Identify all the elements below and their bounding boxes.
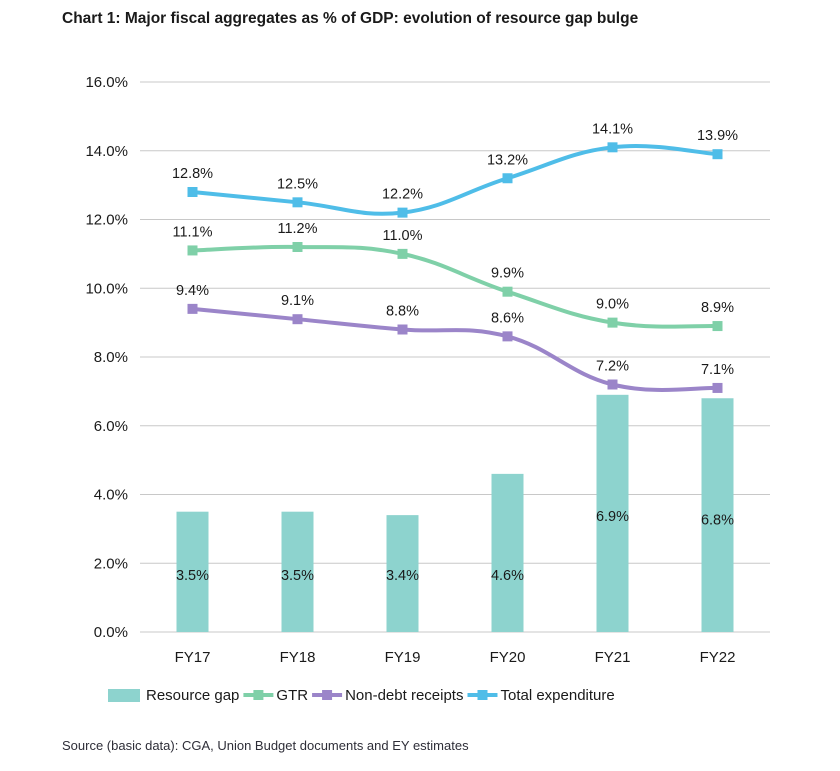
y-tick-label: 8.0% — [94, 349, 128, 366]
y-tick-label: 12.0% — [85, 212, 128, 229]
non-debt-receipts-marker — [712, 382, 723, 393]
legend-label-non-debt-receipts: Non-debt receipts — [345, 687, 463, 704]
gtr-data-label: 11.0% — [382, 228, 422, 244]
gtr-marker — [502, 286, 513, 297]
resource-gap-data-label: 3.5% — [281, 568, 314, 584]
legend-label-gtr: GTR — [276, 687, 308, 704]
gtr-marker — [607, 317, 618, 328]
non-debt-receipts-data-label: 7.2% — [596, 359, 629, 375]
non-debt-receipts-marker — [187, 303, 198, 314]
x-tick-label: FY19 — [385, 649, 421, 666]
chart-source-note: Source (basic data): CGA, Union Budget d… — [62, 738, 469, 753]
y-tick-label: 14.0% — [85, 143, 128, 160]
total-expenditure-marker — [187, 187, 198, 197]
total-expenditure-data-label: 14.1% — [592, 121, 633, 137]
total-expenditure-marker — [712, 149, 723, 160]
gtr-data-label: 11.2% — [277, 221, 317, 237]
total-expenditure-data-label: 13.2% — [487, 152, 528, 168]
legend-label-resource-gap: Resource gap — [146, 687, 239, 704]
x-axis-ticks: FY17 FY18 FY19 FY20 FY21 FY22 — [175, 649, 736, 666]
gtr-marker — [397, 248, 408, 259]
legend-marker-gtr — [253, 690, 264, 700]
legend: Resource gap GTR Non-debt receipts Total ex… — [108, 687, 615, 704]
total-expenditure-data-label: 13.9% — [697, 128, 738, 144]
resource-gap-data-label: 3.4% — [386, 568, 419, 584]
resource-gap-bars — [176, 394, 734, 632]
non-debt-receipts-data-label: 7.1% — [701, 362, 734, 378]
non-debt-receipts-line — [190, 306, 720, 392]
total-expenditure-data-label: 12.2% — [382, 187, 423, 203]
total-expenditure-marker — [397, 207, 408, 218]
legend-marker-total-expenditure — [477, 690, 488, 700]
non-debt-receipts-marker — [607, 379, 618, 390]
data-labels: 3.5% 3.5% 3.4% 4.6% 6.9% 6.8% 11.1% 11.2% 11.0% 9… — [172, 121, 738, 584]
resource-gap-bar — [386, 515, 419, 632]
chart-title: Chart 1: Major fiscal aggregates as % of… — [62, 10, 639, 27]
total-expenditure-marker — [292, 197, 303, 208]
resource-gap-bar — [176, 511, 209, 632]
gtr-marker — [187, 245, 198, 256]
x-tick-label: FY21 — [595, 649, 631, 666]
y-tick-label: 4.0% — [94, 487, 128, 504]
y-tick-label: 16.0% — [85, 74, 128, 91]
non-debt-receipts-data-label: 8.8% — [386, 304, 419, 320]
resource-gap-data-label: 4.6% — [491, 568, 524, 584]
gtr-data-label: 9.0% — [596, 297, 629, 313]
resource-gap-bar — [701, 398, 734, 632]
legend-marker-non-debt-receipts — [322, 690, 333, 700]
series-lines — [187, 142, 723, 393]
non-debt-receipts-data-label: 9.1% — [281, 293, 314, 309]
legend-label-total-expenditure: Total expenditure — [500, 687, 614, 704]
resource-gap-bar — [281, 511, 314, 632]
x-tick-label: FY22 — [700, 649, 736, 666]
x-tick-label: FY17 — [175, 649, 211, 666]
y-tick-label: 0.0% — [94, 624, 128, 641]
gtr-data-label: 8.9% — [701, 300, 734, 316]
gtr-line — [190, 244, 720, 329]
non-debt-receipts-marker — [502, 331, 513, 342]
resource-gap-bar — [596, 394, 629, 632]
x-tick-label: FY20 — [490, 649, 526, 666]
non-debt-receipts-data-label: 9.4% — [176, 283, 209, 299]
non-debt-receipts-marker — [397, 324, 408, 335]
non-debt-receipts-data-label: 8.6% — [491, 310, 524, 326]
total-expenditure-marker — [607, 142, 618, 153]
y-axis-ticks: 0.0% 2.0% 4.0% 6.0% 8.0% 10.0% 12.0% 14.0% 16.0% — [85, 74, 128, 641]
gtr-data-label: 11.1% — [172, 224, 212, 240]
gtr-data-label: 9.9% — [491, 266, 524, 282]
total-expenditure-marker — [502, 173, 513, 184]
resource-gap-bar — [491, 473, 524, 632]
y-tick-label: 10.0% — [85, 280, 128, 297]
y-tick-label: 6.0% — [94, 418, 128, 435]
gtr-marker — [712, 321, 723, 332]
gridlines — [140, 81, 770, 633]
total-expenditure-data-label: 12.5% — [277, 176, 318, 192]
y-tick-label: 2.0% — [94, 555, 128, 572]
legend-swatch-resource-gap — [108, 689, 140, 702]
total-expenditure-data-label: 12.8% — [172, 166, 213, 182]
resource-gap-data-label: 6.8% — [701, 512, 734, 528]
non-debt-receipts-marker — [292, 314, 303, 325]
x-tick-label: FY18 — [280, 649, 316, 666]
gtr-marker — [292, 242, 303, 252]
resource-gap-data-label: 3.5% — [176, 568, 209, 584]
total-expenditure-line — [190, 144, 720, 216]
resource-gap-data-label: 6.9% — [596, 509, 629, 525]
